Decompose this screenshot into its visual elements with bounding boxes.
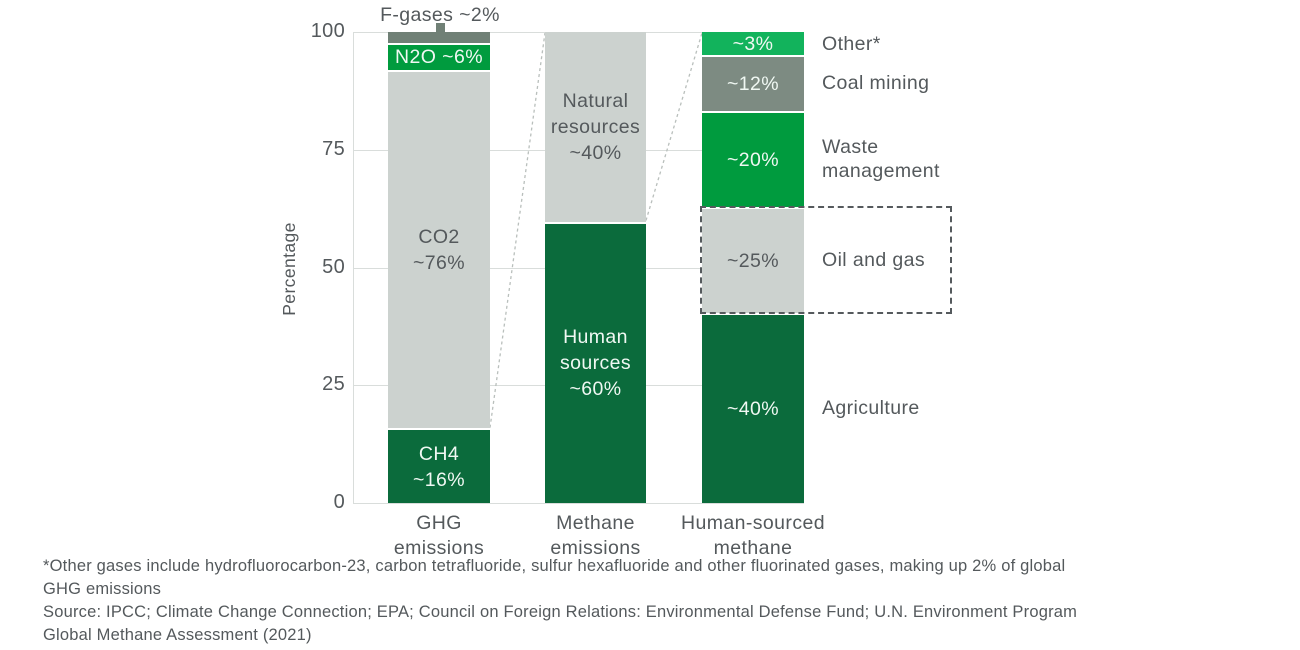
segment-label-co2: CO2	[418, 226, 460, 249]
side-label-line: management	[822, 160, 940, 183]
footnote-line: GHG emissions	[43, 580, 162, 598]
y-tick-label-0: 0	[333, 491, 345, 513]
segment-label-human-sources: ~60%	[569, 378, 622, 401]
segment-label-waste-management: ~20%	[726, 149, 780, 172]
side-label-oil-and-gas: Oil and gas	[822, 207, 1042, 313]
x-axis-label-line: methane	[713, 537, 793, 559]
x-axis-label-methane-emissions: Methane emissions	[486, 511, 706, 561]
x-axis-label-line: Human-sourced	[681, 512, 825, 534]
x-axis-label-line: emissions	[550, 537, 641, 559]
footnote-line: Global Methane Assessment (2021)	[43, 626, 312, 644]
segment-waste-management: ~20%	[702, 111, 804, 208]
y-tick-label-25: 25	[322, 373, 345, 396]
segment-label-agriculture: ~40%	[726, 398, 780, 421]
segment-natural-resources: Natural resources ~40%	[545, 32, 646, 222]
f-gases-annotation: F-gases ~2%	[380, 4, 500, 26]
segment-oil-and-gas: ~25%	[702, 207, 804, 314]
segment-label-other: ~3%	[732, 32, 774, 55]
segment-label-co2: ~76%	[412, 252, 466, 275]
side-label-line: Waste	[822, 136, 879, 159]
bar-ghg-emissions: N2O ~6% CO2 ~76% CH4 ~16%	[388, 32, 490, 503]
segment-coal-mining: ~12%	[702, 55, 804, 112]
oil-and-gas-highlight-box	[700, 206, 952, 315]
segment-ch4: CH4 ~16%	[388, 428, 490, 503]
side-label-waste-management: Waste management	[822, 111, 1042, 207]
x-axis-label-line: GHG	[416, 512, 462, 534]
footnote-line: Source: IPCC; Climate Change Connection;…	[43, 603, 1078, 621]
x-axis-label-line: emissions	[393, 537, 485, 559]
segment-other: ~3%	[702, 32, 804, 56]
segment-label-ch4: CH4	[418, 442, 460, 465]
y-tick-label-50: 50	[322, 255, 345, 278]
x-axis-label-human-sourced-methane: Human-sourced methane	[643, 511, 863, 561]
segment-label-natural-resources: ~40%	[569, 141, 622, 164]
side-label-line: Coal mining	[822, 72, 930, 95]
y-tick-label-100: 100	[310, 20, 345, 42]
segment-human-sources: Human sources ~60%	[545, 221, 646, 503]
y-tick-label-75: 75	[322, 137, 345, 160]
side-label-line: Oil and gas	[822, 249, 926, 272]
x-axis-label-ghg-emissions: GHG emissions	[329, 511, 549, 561]
x-axis-label-line: Methane	[556, 512, 635, 534]
segment-f-gases	[388, 32, 490, 43]
segment-label-coal-mining: ~12%	[726, 73, 780, 96]
segment-label-oil-and-gas: ~25%	[726, 250, 780, 273]
side-label-line: Agriculture	[822, 397, 920, 420]
segment-label-ch4: ~16%	[412, 468, 466, 491]
segment-agriculture: ~40%	[702, 313, 804, 503]
bar-human-sourced-methane: ~3% ~12% ~20% ~25% ~40%	[702, 32, 804, 503]
segment-label-natural-resources: resources	[550, 115, 641, 138]
bar-methane-emissions: Natural resources ~40% Human sources ~60%	[545, 32, 646, 503]
segment-label-human-sources: sources	[559, 352, 632, 375]
segment-n2o: N2O ~6%	[388, 42, 490, 71]
segment-co2: CO2 ~76%	[388, 70, 490, 429]
segment-label-n2o: N2O ~6%	[395, 46, 483, 69]
annotation-pointer	[436, 23, 445, 33]
gridline-0	[353, 503, 804, 504]
segment-label-natural-resources: Natural	[562, 89, 629, 112]
side-label-other: Other*	[822, 32, 1042, 55]
side-label-coal-mining: Coal mining	[822, 55, 1042, 111]
footnote-line: *Other gases include hydrofluorocarbon-2…	[43, 557, 1066, 575]
segment-label-human-sources: Human	[563, 326, 628, 349]
side-label-line: Other*	[822, 32, 881, 55]
side-label-agriculture: Agriculture	[822, 313, 1042, 503]
footnote: *Other gases include hydrofluorocarbon-2…	[43, 555, 1270, 647]
